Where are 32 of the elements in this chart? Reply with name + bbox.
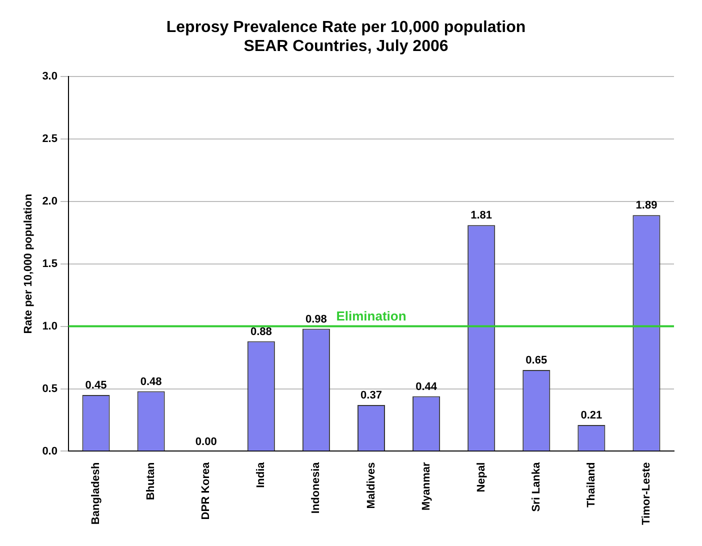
y-tick-label: 1.5 xyxy=(42,258,58,270)
y-tick-label: 0.0 xyxy=(42,445,58,458)
x-tick-label: India xyxy=(255,461,268,488)
y-tick-label: 0.5 xyxy=(42,382,58,395)
x-tick-label: DPR Korea xyxy=(200,461,212,520)
data-label: 0.37 xyxy=(360,390,382,402)
data-label: 1.89 xyxy=(636,200,658,212)
data-label: 0.98 xyxy=(305,313,327,326)
data-label: 0.21 xyxy=(580,410,602,422)
y-axis-title: Rate per 10,000 population xyxy=(22,194,35,334)
data-label: 0.00 xyxy=(195,436,217,448)
data-label: 0.44 xyxy=(416,380,438,393)
x-tick-label: Thailand xyxy=(585,462,598,508)
y-tick-label: 2.5 xyxy=(42,132,58,145)
ref-line-label: Elimination xyxy=(336,308,406,324)
x-tick-label: Myanmar xyxy=(420,462,432,511)
y-tick-label: 1.0 xyxy=(42,320,58,332)
x-tick-label: Indonesia xyxy=(310,461,322,514)
x-tick-label: Bangladesh xyxy=(90,462,102,525)
x-tick-label: Nepal xyxy=(475,462,488,492)
data-label: 1.81 xyxy=(470,210,492,222)
chart-title: Leprosy Prevalence Rate per 10,000 population SEAR Countries, July 2006 xyxy=(166,19,526,56)
y-tick-label: 3.0 xyxy=(42,70,58,82)
data-label: 0.88 xyxy=(250,326,272,338)
y-tick-label: 2.0 xyxy=(42,195,58,208)
data-label: 0.45 xyxy=(85,380,107,392)
x-tick-label: Sri Lanka xyxy=(530,461,542,512)
data-label: 0.65 xyxy=(526,354,548,367)
data-label: 0.48 xyxy=(140,376,162,388)
x-tick-label: Bhutan xyxy=(145,462,158,500)
x-tick-label: Timor-Leste xyxy=(640,462,653,526)
x-tick-label: Maldives xyxy=(365,462,378,509)
